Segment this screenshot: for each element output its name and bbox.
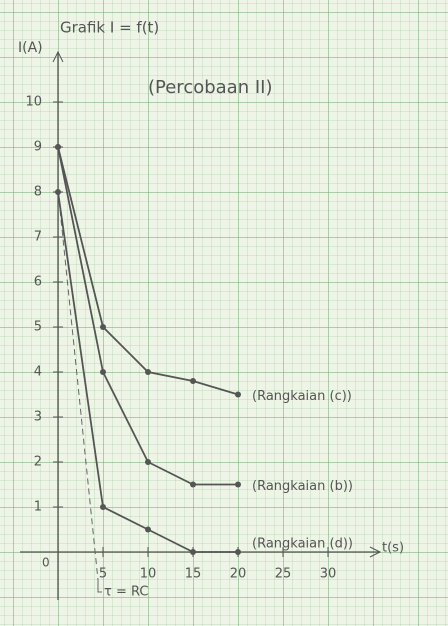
- y-arrow: [52, 50, 64, 63]
- x-tick-label: 25: [275, 567, 292, 582]
- series-line: [57, 146, 238, 486]
- origin-label: 0: [42, 556, 50, 570]
- y-tick-label: 4: [34, 365, 42, 380]
- data-point: [235, 391, 241, 398]
- data-point: [100, 369, 106, 375]
- series-label: (Rangkaian (b)): [252, 479, 353, 494]
- series-line: [57, 146, 239, 396]
- y-tick-label: 10: [25, 95, 42, 110]
- y-tick-label: 1: [34, 500, 42, 515]
- y-tick-label: 8: [34, 185, 42, 200]
- y-tick-label: 5: [34, 320, 42, 335]
- y-tick-label: 3: [34, 410, 42, 425]
- x-tick-label: 5: [99, 567, 107, 582]
- data-point: [190, 549, 196, 555]
- chart-title: Grafik I = f(t): [60, 19, 159, 37]
- x-tick-label: 10: [140, 567, 157, 582]
- series-label: (Rangkaian (c)): [252, 389, 352, 404]
- data-point: [235, 481, 241, 488]
- data-point: [55, 144, 61, 150]
- y-tick-label: 2: [34, 455, 42, 470]
- data-point: [145, 369, 151, 375]
- chart-subtitle: (Percobaan II): [148, 77, 272, 98]
- data-point: [190, 378, 196, 384]
- tangent-line: [57, 189, 99, 581]
- y-axis-label: I(A): [18, 40, 43, 56]
- series-label: (Rangkaian (d)): [252, 537, 353, 552]
- y-tick-label: 9: [34, 140, 42, 155]
- data-point: [145, 526, 151, 533]
- data-point: [100, 324, 106, 330]
- data-point: [235, 549, 241, 555]
- data-point: [100, 504, 106, 510]
- x-tick-label: 20: [230, 567, 247, 582]
- x-tick-label: 30: [320, 567, 337, 582]
- y-tick-label: 7: [34, 230, 42, 245]
- data-point: [55, 189, 61, 195]
- x-arrow: [369, 546, 382, 558]
- x-tick-label: 15: [185, 567, 202, 582]
- annotation: τ = RC: [104, 585, 148, 600]
- data-point: [190, 481, 196, 488]
- y-tick-label: 6: [34, 275, 42, 290]
- annotation-arrow: [97, 580, 102, 593]
- data-point: [145, 459, 151, 465]
- x-axis-label: t(s): [382, 541, 404, 556]
